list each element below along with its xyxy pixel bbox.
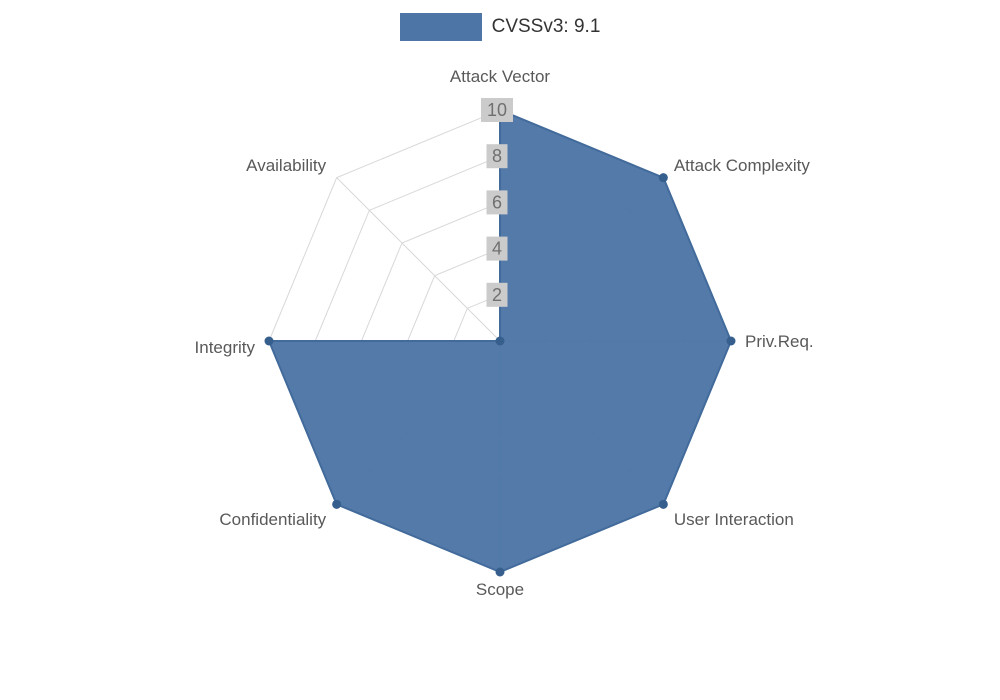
tick-label: 4 — [492, 239, 502, 259]
tick-label: 10 — [487, 100, 507, 120]
data-point — [264, 336, 274, 346]
axis-label: Attack Vector — [450, 67, 550, 86]
data-point — [332, 499, 342, 509]
tick-backdrop — [486, 144, 508, 169]
data-point — [726, 336, 736, 346]
tick-backdrop — [486, 236, 508, 261]
legend-color-swatch — [399, 13, 482, 41]
axis-label: Availability — [246, 156, 327, 175]
tick-label: 6 — [492, 192, 502, 212]
tick-backdrop — [486, 190, 508, 215]
axis-label: Priv.Req. — [745, 332, 814, 351]
axis-label: Attack Complexity — [674, 156, 811, 175]
tick-label: 2 — [492, 285, 502, 305]
tick-backdrop — [481, 98, 513, 122]
data-point — [495, 567, 505, 577]
axis-label: User Interaction — [674, 510, 794, 529]
axis-label: Integrity — [195, 338, 256, 357]
chart-legend[interactable]: CVSSv3: 9.1 — [0, 13, 1000, 41]
data-point — [658, 499, 668, 509]
axis-line — [336, 177, 501, 342]
tick-label: 8 — [492, 146, 502, 166]
data-point — [495, 336, 505, 346]
data-point — [658, 173, 668, 183]
axis-label: Scope — [476, 580, 524, 599]
legend-label: CVSSv3: 9.1 — [491, 16, 601, 37]
tick-backdrop — [486, 282, 508, 307]
axis-label: Confidentiality — [219, 510, 326, 529]
